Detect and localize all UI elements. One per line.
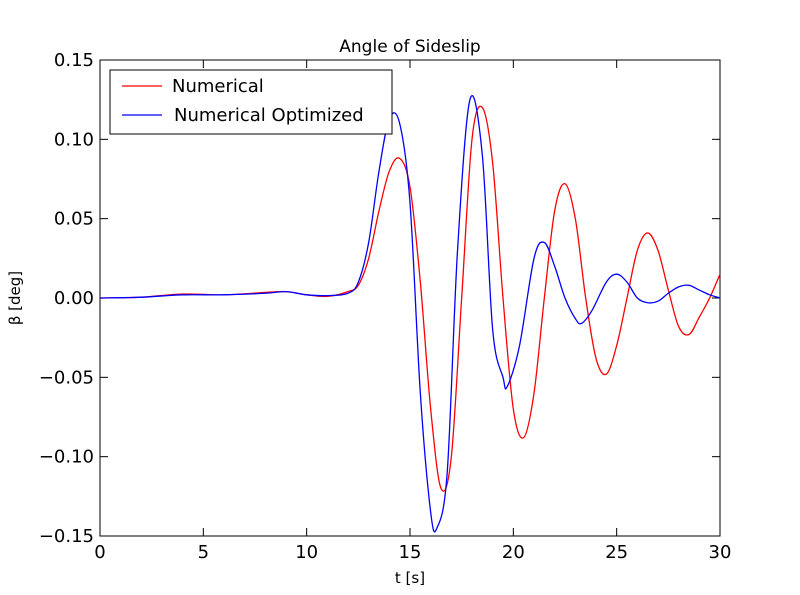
x-tick-label: 25 <box>605 542 628 563</box>
legend-label-numerical-optimized: Numerical Optimized <box>174 105 364 126</box>
legend-label-numerical: Numerical <box>172 76 264 97</box>
x-tick-label: 30 <box>709 542 732 563</box>
plot-area <box>99 59 721 537</box>
x-tick-label: 10 <box>295 542 318 563</box>
series-line-numerical-optimized <box>99 95 721 533</box>
x-tick-label: 15 <box>399 542 422 563</box>
series-line-numerical <box>99 105 721 492</box>
x-tick-label: 20 <box>502 542 525 563</box>
x-tick-label: 0 <box>94 542 105 563</box>
y-tick-label: 0.15 <box>54 50 94 71</box>
legend-box <box>109 69 393 135</box>
y-tick-label: 0.10 <box>54 129 94 150</box>
y-tick-label: 0.00 <box>54 288 94 309</box>
x-axis-label: t [s] <box>395 569 425 587</box>
y-tick-label: −0.05 <box>39 367 94 388</box>
y-tick-label: 0.05 <box>54 209 94 230</box>
series-group <box>99 95 721 533</box>
legend: Numerical Numerical Optimized <box>109 69 393 135</box>
y-axis-ticks: −0.15 −0.10 −0.05 0.00 0.05 0.10 0.15 <box>39 50 720 547</box>
x-axis-ticks: 0 5 10 15 20 25 30 <box>94 60 731 563</box>
y-tick-label: −0.10 <box>39 447 94 468</box>
x-tick-label: 5 <box>198 542 209 563</box>
y-tick-label: −0.15 <box>39 526 94 547</box>
chart-title: Angle of Sideslip <box>339 37 480 57</box>
y-axis-label: β [deg] <box>6 271 24 325</box>
